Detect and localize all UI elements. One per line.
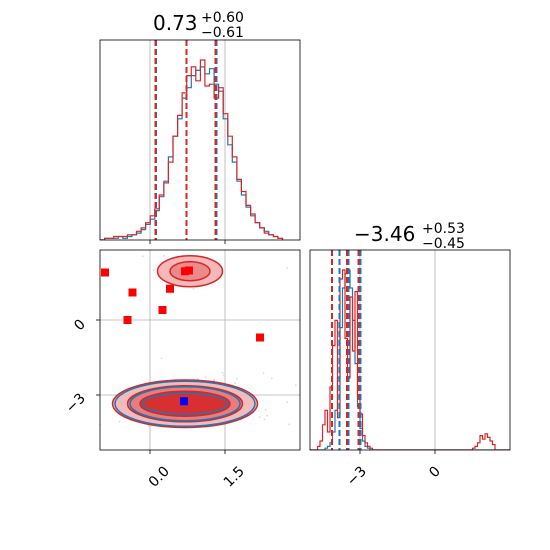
hist2-xtick-label-1: 0: [426, 464, 444, 482]
joint-ticks: [96, 319, 226, 454]
hist2-series-1: [310, 269, 510, 450]
joint-sample-point: [294, 384, 297, 387]
joint-red-marker-0: [101, 268, 109, 277]
joint-panel: 0.0 1.5 0 −3: [63, 249, 301, 491]
joint-sample-point: [236, 377, 238, 380]
hist1-title: 0.73 +0.60 −0.61: [153, 10, 244, 41]
joint-red-marker-7: [256, 333, 264, 342]
joint-sample-point: [142, 255, 144, 258]
joint-red-marker-2: [123, 316, 132, 324]
joint-xtick-label-0: 0.0: [146, 464, 173, 491]
joint-sample-point: [288, 423, 291, 426]
hist2-title-sub: −0.45: [422, 236, 465, 252]
joint-sample-point: [234, 382, 237, 384]
joint-sample-point: [213, 379, 215, 381]
hist1-title-sub: −0.61: [201, 25, 244, 41]
joint-frame: [99, 249, 301, 451]
joint-red-marker-4: [158, 306, 167, 314]
joint-sample-point: [147, 425, 150, 427]
hist1-content: [100, 40, 284, 240]
joint-sample-point: [152, 269, 155, 272]
hist2-xtick-label-0: −3: [344, 464, 370, 490]
joint-sample-point: [270, 377, 273, 380]
hist1-series-1: [100, 59, 284, 240]
joint-sample-point: [222, 374, 225, 377]
hist-panel-param2: −3.46 +0.53 −0.45 −3 0: [309, 221, 511, 490]
joint-sample-point: [262, 372, 265, 375]
joint-red-marker-1: [128, 288, 137, 297]
joint-sample-point: [149, 425, 152, 428]
hist2-frame: [309, 249, 511, 451]
joint-sample-point: [286, 401, 289, 404]
hist1-ticks: [149, 240, 226, 244]
hist2-title-value: −3.46: [354, 222, 415, 246]
joint-blue-contour-0: [114, 380, 256, 427]
hist2-title-sup: +0.53: [422, 221, 465, 237]
joint-sample-point: [258, 416, 261, 419]
joint-xtick-label-1: 1.5: [221, 464, 248, 491]
joint-sample-point: [192, 288, 195, 291]
hist-panel-param1: 0.73 +0.60 −0.61: [99, 10, 301, 244]
hist2-ticks: [359, 450, 436, 454]
joint-sample-point: [286, 266, 289, 269]
joint-sample-point: [204, 376, 207, 379]
joint-sample-point: [264, 409, 267, 411]
joint-blue-contour-2: [141, 392, 229, 415]
joint-sample-point: [91, 363, 93, 365]
joint-sample-point: [162, 254, 165, 257]
joint-red-marker-6: [185, 266, 193, 275]
joint-sample-point: [263, 418, 266, 421]
joint-sample-point: [221, 371, 224, 374]
joint-red-marker-3: [166, 284, 174, 293]
hist1-frame: [99, 39, 301, 241]
hist2-title: −3.46 +0.53 −0.45: [354, 221, 465, 252]
hist1-title-value: 0.73: [153, 11, 198, 35]
joint-content: [91, 250, 300, 450]
joint-blue-marker-0: [180, 397, 188, 406]
joint-ytick-label-1: −3: [63, 391, 89, 417]
joint-sample-point: [160, 357, 163, 360]
joint-ytick-label-0: 0: [71, 317, 89, 335]
hist1-title-sup: +0.60: [201, 10, 244, 26]
hist2-content: [310, 250, 510, 450]
joint-blue-contour-1: [129, 386, 241, 422]
joint-sample-point: [266, 414, 269, 417]
joint-sample-point: [118, 420, 121, 423]
